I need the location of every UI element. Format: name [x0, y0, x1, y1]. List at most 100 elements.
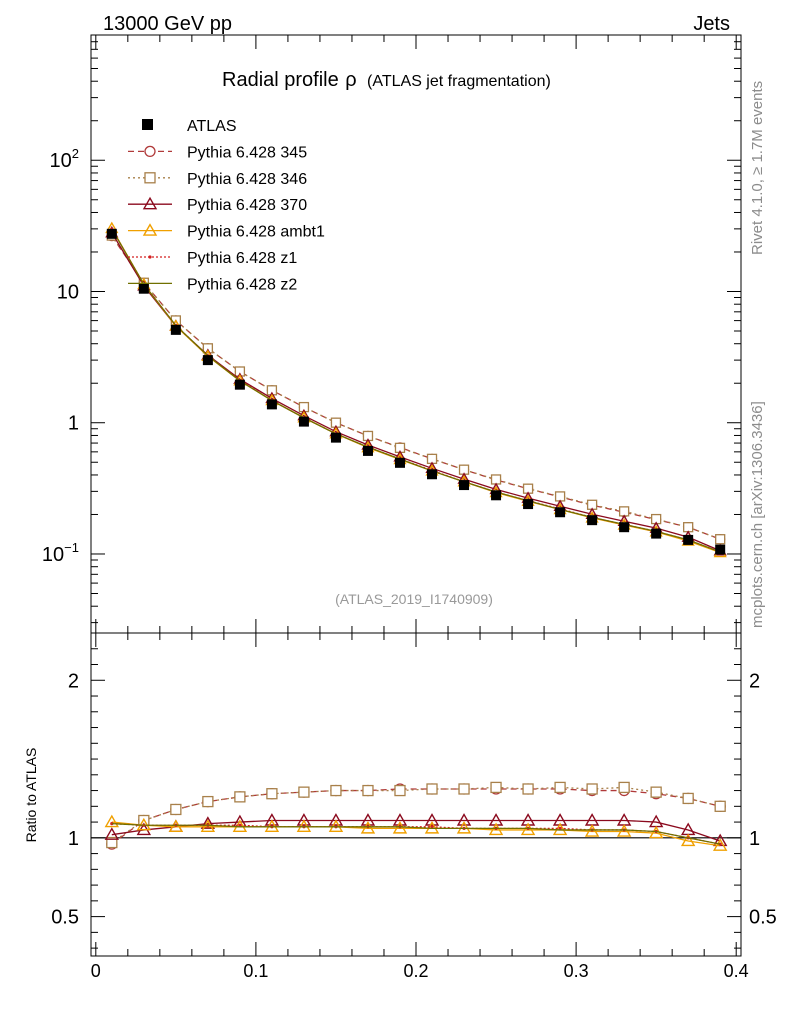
atlas-data-point [138, 283, 149, 294]
atlas-data-points [106, 228, 726, 555]
ratio-ylabel: Ratio to ATLAS [23, 748, 39, 843]
main-y-tick-label: 102 [50, 146, 79, 172]
atlas-data-point [170, 324, 181, 335]
legend-z2-label: Pythia 6.428 z2 [187, 276, 297, 293]
ratio-y-tick-label-right: 1 [749, 828, 760, 850]
series-ambt1-ratio-point [296, 819, 312, 832]
x-tick-label: 0.4 [724, 961, 749, 981]
series-z1-ratio-point [238, 823, 242, 827]
ratio-y-tick-label-left: 0.5 [51, 907, 79, 929]
chart-title-symbol: ρ [345, 69, 356, 91]
series-346-ratio-point [298, 786, 310, 798]
series-346-ratio-point [394, 784, 406, 797]
series-370-ratio-point [328, 813, 344, 826]
series-346-ratio-point [682, 792, 694, 805]
series-346-ratio-point [554, 781, 566, 794]
series-346-ratio-point [522, 783, 534, 795]
series-ambt1-ratio-point [104, 814, 120, 828]
series-370-ratio-point [456, 813, 472, 826]
legend-346-label: Pythia 6.428 346 [187, 171, 307, 188]
main-y-tick-exponent: −1 [64, 540, 79, 555]
series-370-ratio-point [584, 813, 600, 826]
main-y-tick-label: 1 [68, 413, 79, 435]
series-346-ratio-point [362, 784, 374, 797]
x-tick-label: 0.3 [564, 961, 589, 981]
series-lines [91, 221, 741, 851]
atlas-data-point [619, 522, 630, 533]
atlas-data-point [491, 490, 502, 501]
legend-346-marker [144, 172, 156, 184]
series-370-ratio-point [424, 813, 440, 826]
series-ambt1-ratio-point [680, 833, 696, 847]
series-346-ratio-point [202, 795, 214, 808]
main-y-tick-base: 1 [68, 413, 79, 435]
series-370-ratio-point [264, 813, 280, 826]
chart-title-main: Radial profile [222, 69, 339, 91]
series-ambt1-ratio-point [168, 819, 184, 832]
atlas-data-point [106, 228, 117, 239]
series-346-ratio-point [170, 803, 182, 816]
header-beam-label: 13000 GeV pp [103, 13, 232, 35]
series-346-ratio-point [106, 836, 118, 849]
series-346-ratio-point [714, 800, 726, 812]
atlas-data-point [394, 457, 405, 468]
header-process-label: Jets [693, 13, 730, 35]
series-346-ratio-point [586, 783, 598, 795]
x-tick-label: 0.2 [403, 961, 428, 981]
chart-title: Radial profile ρ (ATLAS jet fragmentatio… [222, 69, 551, 91]
series-z1-ratio-point [558, 826, 562, 830]
series-346-ratio-point [650, 786, 662, 798]
main-y-tick-base: 10 [57, 281, 79, 303]
atlas-data-point [202, 355, 213, 366]
series-ambt1-ratio-point [520, 822, 536, 836]
x-tick-label: 0.1 [243, 961, 268, 981]
series-370-ratio-point [392, 813, 408, 826]
ratio-y-tick-label-right: 2 [749, 670, 760, 692]
series-370-ratio-point [104, 827, 120, 840]
series-346-main-point [715, 534, 726, 545]
series-370-ratio-point [200, 816, 216, 829]
legend-370-marker [142, 196, 158, 210]
ratio-y-tick-label-left: 2 [68, 670, 79, 692]
atlas-data-point [266, 399, 277, 410]
legend-ambt1-marker [142, 223, 158, 236]
series-346-ratio-point [426, 783, 438, 795]
main-y-tick-base: 10 [50, 150, 72, 172]
atlas-data-point [234, 379, 245, 390]
legend-345-label: Pythia 6.428 345 [187, 144, 307, 161]
legend-370-label: Pythia 6.428 370 [187, 197, 307, 214]
analysis-watermark: (ATLAS_2019_I1740909) [335, 591, 493, 607]
ratio-y-tick-label-left: 1 [68, 828, 79, 850]
series-346-ratio-point [490, 781, 502, 794]
series-370-ratio-point [616, 813, 632, 826]
atlas-data-point [555, 507, 566, 518]
atlas-data-point [715, 544, 726, 555]
series-ambt1-ratio-point [360, 820, 376, 834]
series-ambt1-ratio-point [328, 819, 344, 832]
atlas-data-point [459, 480, 470, 491]
series-ambt1-ratio-point [616, 824, 632, 837]
series-370-ratio-line [111, 819, 721, 842]
tick-marks [91, 34, 741, 956]
legend: ATLAS Pythia 6.428 345 Pythia 6.428 346 Pyt… [128, 118, 325, 293]
ratio-frame [90, 632, 742, 957]
main-y-tick-exponent: 2 [72, 146, 79, 161]
atlas-data-point [330, 432, 341, 443]
atlas-data-point [587, 515, 598, 526]
series-ambt1-ratio-point [200, 819, 216, 832]
atlas-data-point [362, 445, 373, 456]
series-370-ratio-point [296, 813, 312, 826]
series-ambt1-ratio-point [584, 824, 600, 837]
atlas-data-point [683, 534, 694, 545]
x-tick-label: 0 [91, 961, 101, 981]
legend-label-atlas: ATLAS [187, 118, 237, 135]
atlas-data-point [651, 528, 662, 539]
series-370-ratio-point [360, 813, 376, 826]
legend-z1-label: Pythia 6.428 z1 [187, 250, 297, 267]
series-z2-main-line [111, 228, 721, 553]
atlas-data-point [523, 499, 534, 510]
series-346-ratio-point [234, 791, 246, 803]
series-ambt1-ratio-point [392, 820, 408, 834]
series-ambt1-ratio-point [712, 838, 728, 851]
